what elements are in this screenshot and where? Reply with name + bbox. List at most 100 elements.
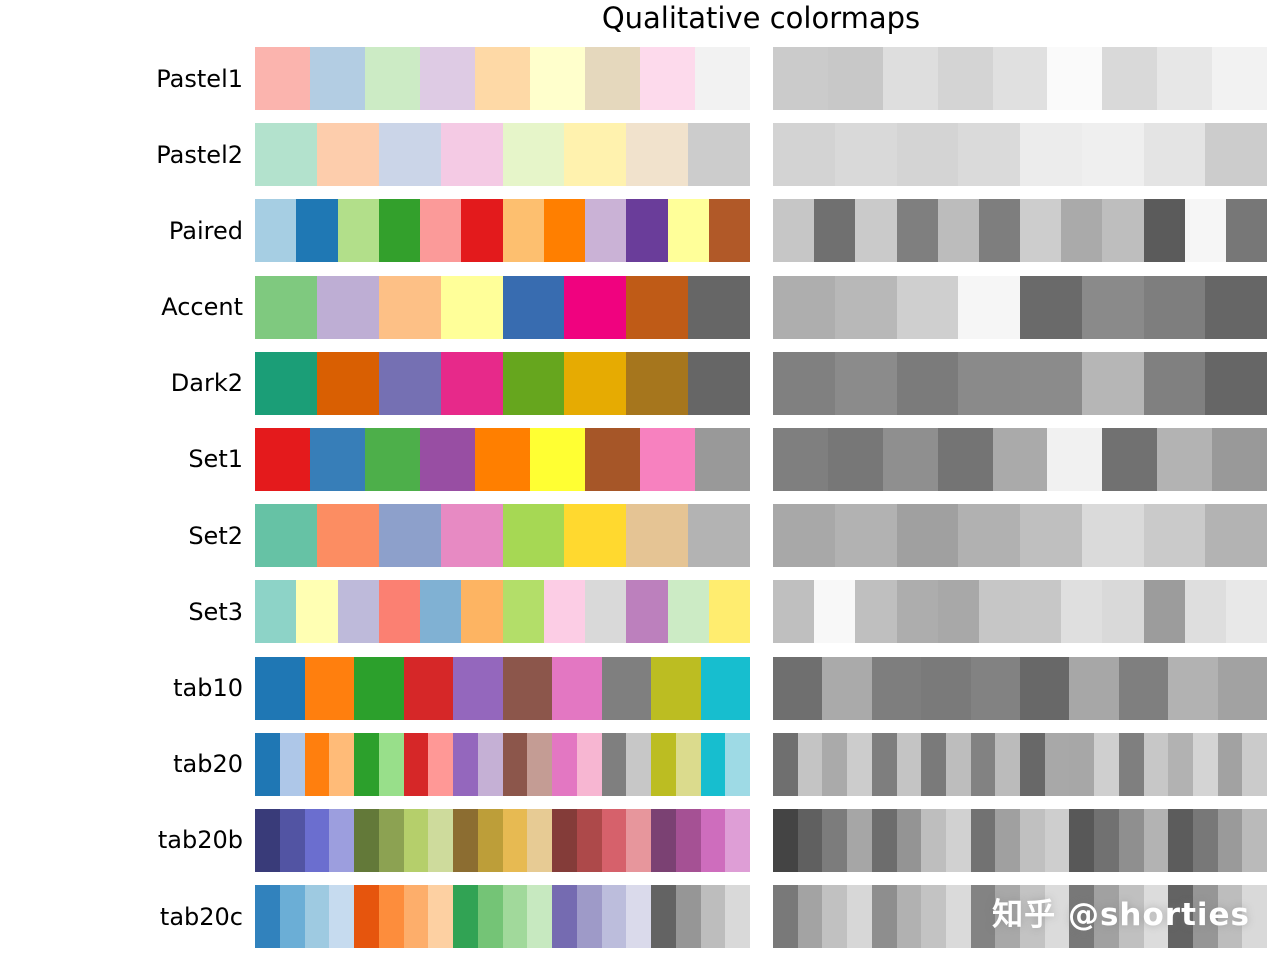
- colormap-label: Set1: [188, 445, 243, 474]
- color-swatch: [316, 275, 379, 339]
- color-swatch: [640, 47, 695, 110]
- colormap-swatch-bar: [255, 885, 750, 949]
- grayscale-swatch: [847, 885, 872, 949]
- colormap-grayscale-bar: [773, 656, 1268, 720]
- color-swatch: [576, 732, 602, 796]
- grayscale-swatch: [834, 123, 897, 187]
- colormap-grayscale-bar: [773, 732, 1268, 796]
- colormap-row: Set1: [0, 427, 1268, 491]
- grayscale-swatch: [822, 732, 848, 796]
- grayscale-swatch: [1020, 199, 1062, 263]
- grayscale-swatch: [1020, 275, 1082, 339]
- grayscale-swatch: [871, 656, 922, 720]
- color-swatch: [585, 47, 640, 110]
- grayscale-swatch: [937, 427, 993, 491]
- color-swatch: [378, 808, 404, 872]
- grayscale-swatch: [1020, 656, 1070, 720]
- color-swatch: [527, 732, 552, 796]
- colormap-swatch-bar: [255, 275, 750, 339]
- colormap-label: Pastel2: [156, 140, 243, 169]
- color-swatch: [453, 808, 478, 872]
- grayscale-swatch: [1143, 885, 1169, 949]
- color-swatch: [329, 808, 354, 872]
- color-swatch: [667, 199, 709, 263]
- grayscale-swatch: [1069, 808, 1095, 872]
- grayscale-swatch: [1102, 199, 1144, 263]
- colormap-swatch-bar: [255, 580, 750, 644]
- grayscale-swatch: [773, 580, 815, 644]
- grayscale-swatch: [827, 47, 883, 110]
- color-swatch: [255, 732, 280, 796]
- grayscale-swatch: [1020, 808, 1045, 872]
- color-swatch: [675, 732, 701, 796]
- color-swatch: [502, 351, 565, 415]
- bar-gap: [750, 504, 773, 567]
- grayscale-swatch: [1094, 732, 1119, 796]
- color-swatch: [475, 427, 530, 491]
- color-swatch: [440, 504, 503, 568]
- colormap-row: Pastel2: [0, 123, 1267, 187]
- color-swatch: [403, 885, 429, 949]
- grayscale-swatch: [958, 123, 1020, 187]
- colormap-swatch-bar: [255, 123, 750, 187]
- color-swatch: [255, 427, 310, 491]
- color-swatch: [708, 199, 750, 263]
- colormap-row: Set2: [0, 504, 1267, 568]
- grayscale-swatch: [896, 351, 959, 415]
- grayscale-swatch: [945, 885, 971, 949]
- grayscale-swatch: [1143, 504, 1206, 568]
- color-swatch: [688, 504, 750, 568]
- grayscale-swatch: [827, 427, 883, 491]
- grayscale-swatch: [882, 47, 938, 110]
- color-swatch: [564, 123, 627, 187]
- grayscale-swatch: [871, 808, 897, 872]
- color-swatch: [440, 275, 503, 339]
- bar-gap: [750, 580, 773, 643]
- color-swatch: [552, 732, 577, 796]
- color-swatch: [626, 123, 689, 187]
- colormap-row: Paired: [0, 199, 1268, 263]
- grayscale-swatch: [773, 504, 835, 568]
- grayscale-swatch: [1069, 732, 1095, 796]
- color-swatch: [255, 275, 317, 339]
- grayscale-swatch: [1242, 885, 1268, 949]
- color-swatch: [651, 808, 676, 872]
- colormap-grayscale-bar: [773, 123, 1267, 187]
- color-swatch: [543, 580, 585, 644]
- colormap-label: Set3: [188, 597, 243, 626]
- grayscale-swatch: [978, 580, 1021, 644]
- color-swatch: [378, 732, 404, 796]
- color-swatch: [700, 885, 726, 949]
- color-swatch: [552, 656, 602, 720]
- color-swatch: [354, 656, 404, 720]
- grayscale-swatch: [847, 808, 872, 872]
- color-swatch: [585, 199, 627, 263]
- grayscale-swatch: [1217, 808, 1243, 872]
- color-swatch: [543, 199, 585, 263]
- color-swatch: [651, 656, 701, 720]
- colormap-row: Accent: [0, 275, 1267, 339]
- grayscale-swatch: [970, 656, 1021, 720]
- color-swatch: [255, 47, 310, 110]
- colormap-swatch-bar: [255, 351, 750, 415]
- color-swatch: [675, 885, 701, 949]
- grayscale-swatch: [1143, 580, 1185, 644]
- grayscale-swatch: [1081, 504, 1144, 568]
- grayscale-swatch: [958, 275, 1020, 339]
- color-swatch: [378, 885, 404, 949]
- grayscale-swatch: [797, 885, 823, 949]
- color-swatch: [552, 885, 577, 949]
- grayscale-swatch: [937, 199, 979, 263]
- grayscale-swatch: [1081, 275, 1144, 339]
- colormap-swatch-bar: [255, 656, 750, 720]
- color-swatch: [365, 427, 420, 491]
- colormap-grayscale-bar: [773, 580, 1268, 644]
- color-swatch: [279, 885, 305, 949]
- color-swatch: [502, 732, 528, 796]
- color-swatch: [667, 580, 709, 644]
- grayscale-swatch: [1044, 808, 1070, 872]
- grayscale-swatch: [1184, 580, 1226, 644]
- color-swatch: [502, 656, 552, 720]
- color-swatch: [576, 808, 602, 872]
- colormap-grayscale-bar: [773, 808, 1268, 872]
